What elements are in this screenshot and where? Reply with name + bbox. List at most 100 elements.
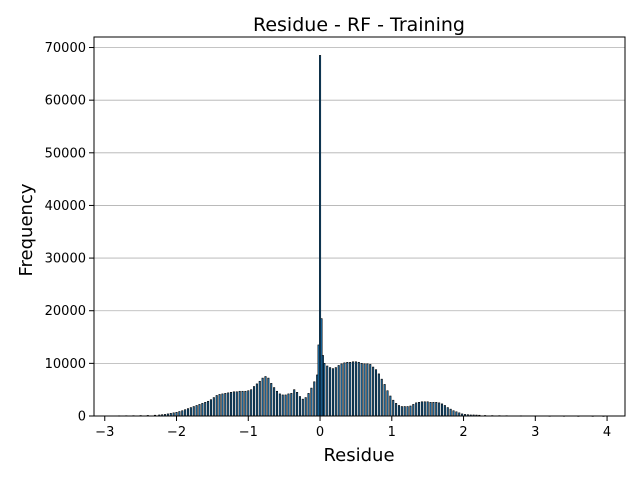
histogram-bar (270, 383, 273, 417)
x-axis-ticks: −3 −2 −1 0 1 2 3 4 (95, 416, 611, 440)
plot-area-frame (93, 36, 626, 417)
y-tick-label: 70000 (45, 41, 86, 56)
x-tick-label: 3 (531, 425, 539, 440)
x-tick-label: 0 (316, 425, 324, 440)
histogram-bar (227, 392, 230, 417)
histogram-bar (429, 402, 432, 417)
histogram-bar (449, 408, 452, 417)
histogram-bar (326, 365, 329, 417)
histogram-bar (443, 405, 446, 417)
histogram-bar (346, 362, 349, 417)
histogram-bar (253, 386, 256, 417)
histogram-bar (446, 407, 449, 417)
histogram-bar (278, 393, 281, 417)
histogram-bars (118, 55, 605, 417)
histogram-bar (452, 410, 455, 417)
x-tick-label: 1 (388, 425, 396, 440)
histogram-bar (212, 397, 215, 417)
histogram-bar (284, 394, 287, 417)
y-tick-label: 20000 (45, 304, 86, 319)
histogram-bar (331, 368, 334, 417)
histogram-bar (323, 363, 326, 417)
x-axis-label: Residue (323, 445, 394, 466)
histogram-bar (178, 411, 181, 417)
histogram-bar (441, 403, 444, 417)
histogram-bar (290, 393, 293, 417)
histogram-bar (313, 381, 316, 417)
histogram-bar (329, 367, 332, 417)
histogram-bar (218, 394, 221, 417)
histogram-bar (420, 401, 423, 417)
histogram-bar (221, 393, 224, 417)
x-tick-label: −3 (95, 425, 114, 440)
grid-lines (94, 47, 625, 364)
histogram-bar (349, 362, 352, 417)
histogram-bar (403, 406, 406, 417)
histogram-bar (423, 401, 426, 417)
x-tick-label: 4 (603, 425, 611, 440)
histogram-bar (287, 393, 290, 417)
x-tick-label: 2 (459, 425, 467, 440)
histogram-bar (352, 361, 355, 417)
histogram-bar (250, 389, 253, 417)
histogram-bar (207, 400, 210, 417)
histogram-bar (395, 403, 398, 417)
histogram-bar (195, 405, 198, 417)
histogram-bar (209, 399, 212, 417)
histogram-bar (438, 402, 441, 417)
histogram-bar (224, 393, 227, 417)
histogram-bar (337, 365, 340, 417)
histogram-bar (374, 369, 378, 417)
y-tick-label: 50000 (45, 146, 86, 161)
histogram-bar (455, 411, 458, 417)
histogram-bar (380, 378, 383, 417)
histogram-bar (372, 366, 375, 417)
histogram-bar (389, 395, 392, 417)
histogram-bar (383, 384, 386, 417)
histogram-bar (186, 408, 190, 417)
histogram-bar (426, 401, 429, 417)
histogram-bar (261, 377, 264, 417)
histogram-bar (247, 390, 250, 417)
histogram-bar (360, 363, 363, 417)
y-tick-label: 0 (78, 410, 86, 425)
y-tick-label: 10000 (45, 357, 86, 372)
histogram-bar (366, 363, 369, 417)
histogram-bar (281, 394, 284, 417)
histogram-bar (181, 410, 184, 417)
histogram-bar (377, 373, 380, 417)
histogram-bar (215, 395, 218, 417)
histogram-bar (264, 376, 267, 417)
histogram-bar (369, 364, 372, 417)
histogram-bar (304, 397, 307, 417)
x-tick-label: −2 (167, 425, 186, 440)
histogram-bar (235, 391, 238, 417)
histogram-bar (386, 390, 389, 417)
histogram-bar (255, 383, 258, 417)
histogram-bar (307, 393, 310, 417)
histogram-bar (343, 362, 346, 417)
y-axis-label: Frequency (16, 183, 37, 276)
histogram-bar (435, 402, 438, 417)
histogram-bar (392, 399, 395, 417)
histogram-bar (204, 402, 207, 417)
histogram-bar (258, 380, 261, 417)
histogram-bar (334, 367, 337, 417)
histogram-bar (409, 405, 412, 417)
x-tick-label: −1 (239, 425, 258, 440)
histogram-bar (432, 402, 435, 417)
histogram-bar (418, 402, 421, 417)
histogram-bar (244, 390, 247, 417)
histogram-bar (201, 403, 204, 417)
histogram-bar (184, 409, 187, 417)
histogram-bar (415, 402, 418, 417)
histogram-bar (198, 404, 201, 417)
histogram-bar (230, 392, 233, 417)
histogram-bar (310, 387, 313, 417)
histogram-bar (293, 389, 296, 417)
histogram-bar (275, 390, 278, 417)
histogram-bar (238, 390, 241, 417)
histogram-bar (354, 361, 357, 417)
histogram-bar (241, 390, 244, 417)
